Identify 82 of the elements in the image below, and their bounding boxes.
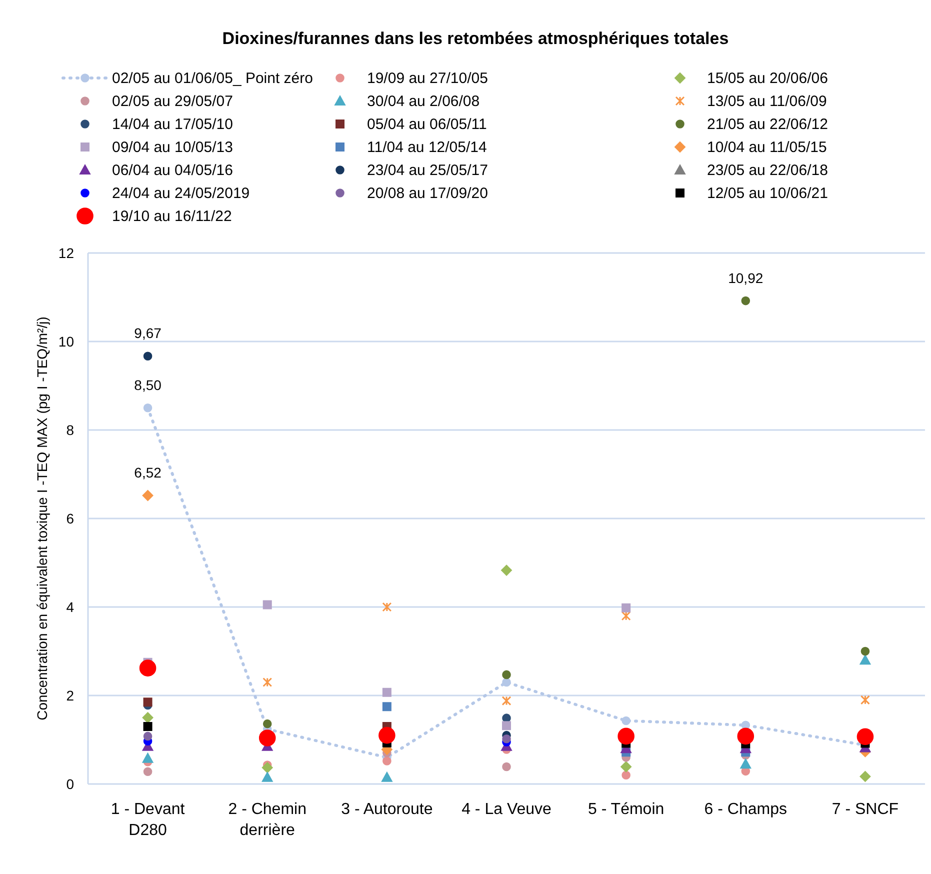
y-tick-label: 0 xyxy=(66,776,74,792)
point xyxy=(618,728,634,745)
data-label: 8,50 xyxy=(134,376,162,393)
legend-label: 20/08 au 17/09/20 xyxy=(367,185,488,202)
point xyxy=(143,722,152,731)
point xyxy=(262,719,272,728)
point xyxy=(502,721,511,730)
point xyxy=(142,490,154,501)
chart-title: Dioxines/furannes dans les retombées atmosphériques totales xyxy=(222,29,729,48)
y-tick-label: 12 xyxy=(58,245,74,261)
point xyxy=(262,677,272,687)
y-tick-label: 10 xyxy=(58,334,74,350)
point xyxy=(622,770,630,780)
point xyxy=(622,603,631,612)
point xyxy=(860,646,870,656)
legend-label: 10/04 au 11/05/15 xyxy=(707,139,827,156)
point xyxy=(143,403,152,412)
point xyxy=(262,762,273,774)
data-label: 6,52 xyxy=(134,464,162,480)
x-tick-label: 2 - Chemin derrière xyxy=(228,801,306,839)
data-label: 10,92 xyxy=(728,270,764,286)
point xyxy=(737,728,754,745)
point xyxy=(382,688,392,697)
y-tick-label: 4 xyxy=(66,599,74,615)
point xyxy=(502,678,511,687)
point xyxy=(143,698,152,707)
x-tick-label: 4 - La Veuve xyxy=(462,801,552,818)
legend-label: 14/04 au 17/05/10 xyxy=(112,116,233,133)
point xyxy=(740,758,752,769)
legend-label: 23/04 au 25/05/17 xyxy=(367,162,488,179)
point xyxy=(382,756,392,766)
legend-label: 02/05 au 01/06/05_ Point zéro xyxy=(112,70,313,87)
point xyxy=(258,730,276,746)
point xyxy=(502,762,511,772)
legend-label: 02/05 au 29/05/07 xyxy=(112,93,233,110)
point xyxy=(622,716,630,726)
point xyxy=(860,770,871,782)
point xyxy=(262,772,273,782)
y-tick-label: 2 xyxy=(66,688,74,704)
point xyxy=(856,728,874,746)
legend-label: 23/05 au 22/06/18 xyxy=(707,162,828,179)
legend-label: 13/05 au 11/06/09 xyxy=(707,93,827,110)
legend-label: 05/04 au 06/05/11 xyxy=(367,116,487,133)
point xyxy=(382,702,392,712)
point xyxy=(143,352,152,361)
legend-label: 15/05 au 20/06/06 xyxy=(707,70,828,87)
point xyxy=(860,695,870,705)
point xyxy=(502,670,511,680)
y-tick-label: 6 xyxy=(66,510,74,526)
legend-label: 21/05 au 22/06/12 xyxy=(707,116,828,133)
legend-label: 30/04 au 2/06/08 xyxy=(367,93,480,110)
point xyxy=(620,761,632,772)
legend-label: 06/04 au 04/05/16 xyxy=(112,162,233,179)
point xyxy=(501,564,512,576)
point xyxy=(142,712,154,724)
point xyxy=(262,600,272,610)
x-tick-label: 3 - Autoroute xyxy=(341,801,433,818)
legend-label: 19/10 au 16/11/22 xyxy=(112,208,232,225)
point xyxy=(502,696,512,706)
point xyxy=(741,296,750,306)
legend-label: 24/04 au 24/05/2019 xyxy=(112,185,250,202)
point xyxy=(143,732,152,741)
point xyxy=(621,611,631,621)
x-tick-label: 6 - Champs xyxy=(704,801,787,818)
point xyxy=(139,660,156,676)
point xyxy=(143,767,152,776)
y-tick-label: 8 xyxy=(66,422,74,438)
point xyxy=(142,752,154,763)
y-axis-title: Concentration en équivalent toxique I -TEQ MAX (pg I -TEQ/m²/j) xyxy=(34,316,50,720)
legend-label: 09/04 au 10/05/13 xyxy=(112,139,233,156)
point xyxy=(860,654,871,665)
point xyxy=(382,602,392,612)
x-tick-label: 1 - Devant D280 xyxy=(110,801,186,839)
point xyxy=(381,772,392,782)
x-tick-label: 7 - SNCF xyxy=(832,801,899,818)
legend-label: 19/09 au 27/10/05 xyxy=(367,70,488,87)
legend-label: 11/04 au 12/05/14 xyxy=(367,139,487,156)
point xyxy=(378,726,396,744)
point xyxy=(502,734,511,744)
x-tick-label: 5 - Témoin xyxy=(588,801,664,818)
legend-label: 12/05 au 10/06/21 xyxy=(707,185,828,202)
data-label: 9,67 xyxy=(134,325,162,342)
